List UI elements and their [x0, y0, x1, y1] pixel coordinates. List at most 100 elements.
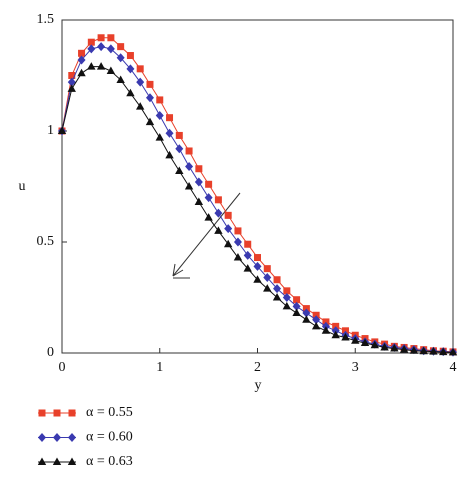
marker	[77, 68, 86, 77]
marker	[283, 287, 291, 295]
marker	[165, 128, 174, 138]
legend-marker	[67, 457, 77, 465]
marker	[204, 193, 213, 203]
marker	[439, 347, 448, 356]
marker	[68, 72, 76, 79]
marker	[282, 301, 292, 310]
marker	[272, 293, 282, 301]
legend-label: α = 0.55	[86, 405, 133, 420]
marker	[155, 133, 164, 141]
marker	[87, 38, 95, 46]
marker	[293, 296, 301, 304]
marker	[409, 346, 419, 354]
marker	[243, 250, 252, 260]
marker	[126, 64, 135, 74]
legend-marker	[37, 457, 47, 465]
marker	[175, 131, 183, 139]
marker	[97, 42, 106, 52]
marker	[312, 315, 321, 325]
marker	[263, 265, 271, 273]
marker	[390, 344, 399, 352]
marker	[214, 226, 223, 234]
marker	[117, 43, 125, 51]
legend-marker	[68, 409, 76, 417]
marker	[136, 77, 145, 87]
marker	[78, 49, 86, 57]
marker	[302, 308, 311, 318]
marker	[107, 34, 115, 42]
marker	[185, 147, 193, 155]
x-tick-label: 4	[450, 360, 457, 375]
marker	[214, 208, 223, 218]
y-axis-label: u	[19, 179, 26, 194]
legend-marker	[52, 457, 62, 465]
marker	[195, 165, 203, 173]
marker	[233, 237, 242, 247]
marker	[419, 346, 428, 355]
marker	[116, 53, 125, 63]
y-tick-label: 0.5	[37, 234, 55, 249]
series-line	[61, 66, 454, 353]
marker	[165, 150, 174, 159]
marker	[205, 180, 213, 188]
x-axis-label: y	[255, 378, 262, 393]
marker	[57, 126, 67, 134]
marker	[429, 347, 438, 355]
marker	[77, 55, 86, 65]
marker	[253, 275, 262, 283]
marker	[145, 93, 154, 103]
marker	[67, 84, 76, 92]
marker	[263, 273, 272, 283]
y-tick-label: 1.5	[37, 12, 55, 27]
marker	[292, 301, 301, 311]
marker	[87, 44, 96, 54]
marker	[136, 65, 144, 73]
marker	[244, 240, 252, 248]
legend-label: α = 0.60	[86, 430, 133, 445]
marker	[292, 308, 301, 317]
marker	[321, 326, 331, 334]
marker	[360, 338, 370, 347]
marker	[67, 77, 76, 87]
marker	[243, 264, 252, 272]
x-tick-label: 3	[352, 360, 359, 375]
marker	[273, 276, 281, 284]
marker	[106, 44, 115, 54]
x-tick-label: 0	[59, 360, 66, 375]
marker	[96, 62, 106, 70]
marker	[116, 75, 125, 83]
marker	[282, 293, 291, 302]
marker	[224, 224, 233, 234]
marker	[223, 239, 233, 248]
marker	[214, 196, 222, 204]
legend-label: α = 0.63	[86, 454, 133, 469]
marker	[370, 340, 379, 349]
plot-frame	[61, 19, 454, 354]
y-tick-label: 0	[47, 345, 54, 360]
marker	[194, 177, 203, 187]
marker	[302, 315, 311, 323]
x-tick-label: 1	[156, 360, 163, 375]
legend-marker	[38, 409, 46, 417]
marker	[156, 96, 164, 104]
marker	[145, 117, 155, 126]
marker	[185, 162, 194, 172]
marker	[175, 166, 184, 174]
marker	[136, 102, 145, 110]
marker	[273, 284, 282, 294]
marker	[254, 254, 261, 262]
marker	[87, 62, 96, 70]
marker	[155, 110, 164, 120]
marker	[166, 114, 174, 122]
marker	[97, 34, 105, 42]
marker	[253, 261, 262, 271]
marker	[234, 227, 242, 235]
marker	[311, 321, 321, 330]
marker	[184, 182, 194, 190]
legend-marker	[68, 433, 76, 442]
marker	[341, 332, 350, 341]
marker	[106, 66, 116, 75]
marker	[351, 336, 360, 344]
marker	[331, 330, 340, 339]
